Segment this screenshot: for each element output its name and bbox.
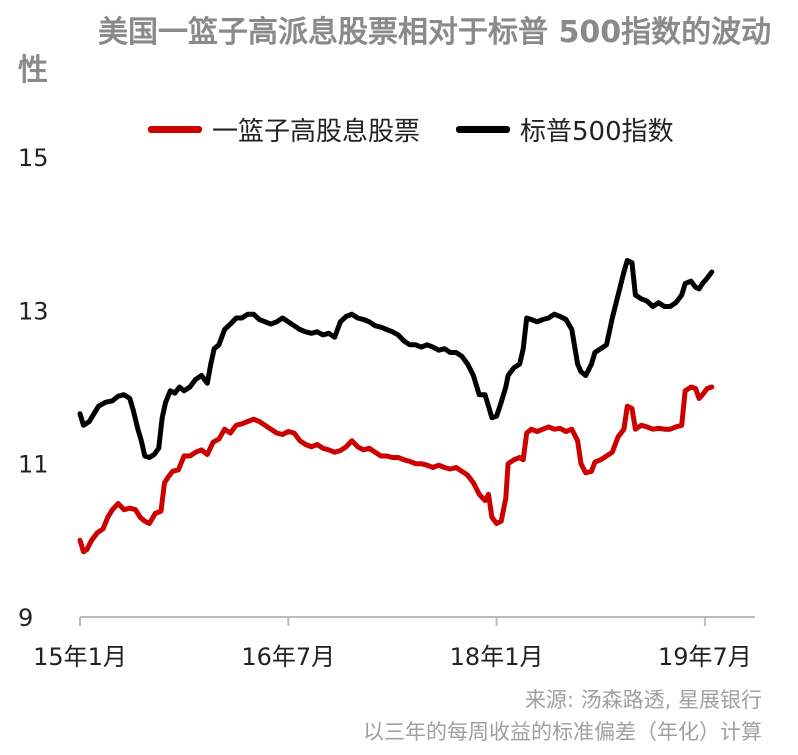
- legend: 一篮子高股息股票 标普500指数: [148, 111, 710, 148]
- y-tick-label: 11: [18, 451, 49, 479]
- method-note: 以三年的每周收益的标准偏差（年化）计算: [363, 720, 762, 744]
- source-note: 来源: 汤森路透, 星展银行: [524, 688, 762, 712]
- legend-item-black: 标普500指数: [456, 111, 674, 148]
- legend-item-red: 一篮子高股息股票: [148, 111, 420, 148]
- series-line-sp500: [77, 258, 715, 460]
- x-tick-label: 19年7月: [658, 643, 752, 671]
- chart-title: 美国一篮子高派息股票相对于标普 500指数的波动性: [18, 15, 772, 88]
- x-tick-label: 15年1月: [33, 643, 127, 671]
- y-tick-label: 9: [18, 604, 33, 632]
- legend-swatch-black: [456, 125, 511, 133]
- x-tick-label: 18年1月: [450, 643, 544, 671]
- y-tick-label: 15: [18, 144, 49, 172]
- x-tick-label: 16年7月: [241, 643, 335, 671]
- y-tick-label: 13: [18, 297, 49, 325]
- legend-label-red: 一篮子高股息股票: [212, 116, 421, 147]
- legend-swatch-red: [148, 125, 202, 133]
- series-line-high-dividend: [77, 384, 715, 555]
- legend-label-black: 标普500指数: [520, 116, 674, 147]
